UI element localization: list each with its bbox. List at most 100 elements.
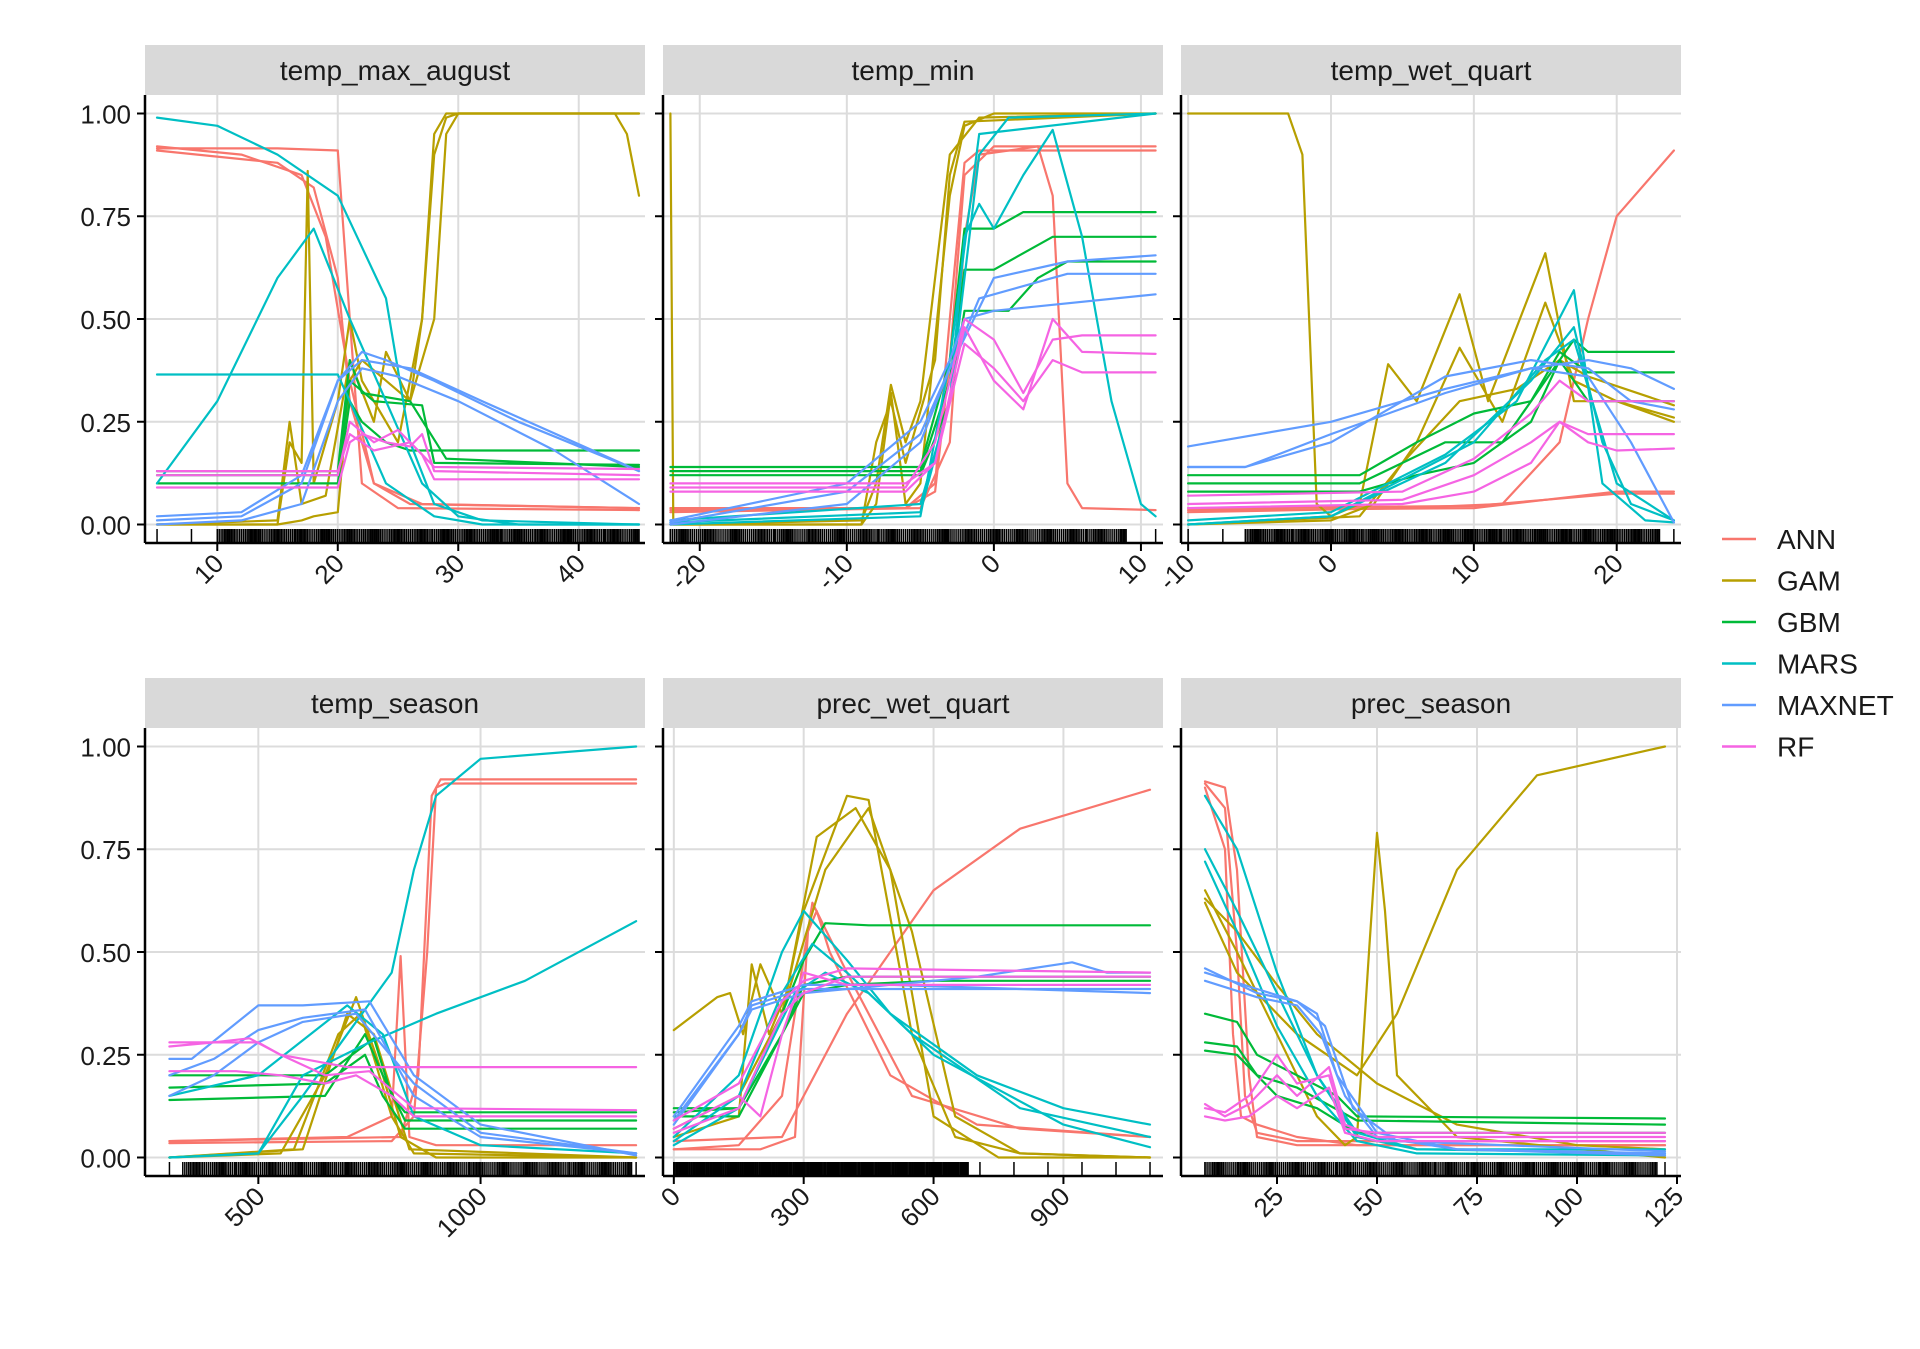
series-line-ann xyxy=(168,782,638,1145)
facet-title: temp_max_august xyxy=(280,55,511,86)
x-tick-label: 30 xyxy=(429,548,471,590)
series-line-rf xyxy=(168,1070,638,1118)
y-tick-label: 1.00 xyxy=(80,732,131,762)
series-group xyxy=(669,112,1157,526)
series-line-maxnet xyxy=(1187,367,1675,524)
rug xyxy=(156,529,640,543)
facet-title: temp_min xyxy=(852,55,975,86)
facet-panel-temp_wet_quart: temp_wet_quart -10 0 10 20 xyxy=(1153,45,1681,596)
facet-title: prec_season xyxy=(1351,688,1511,719)
legend-label-maxnet: MAXNET xyxy=(1777,690,1894,721)
x-tick-label: 10 xyxy=(1444,548,1486,590)
x-tick-label: 1000 xyxy=(431,1181,493,1243)
facet-panel-temp_max_august: temp_max_august 0.00 0.25 0.50 0.75 1.00 10 20 3… xyxy=(80,45,645,590)
legend-label-rf: RF xyxy=(1777,732,1814,763)
series-line-mars xyxy=(672,942,1152,1143)
facet-title: temp_wet_quart xyxy=(1331,55,1532,86)
x-tick-label: 20 xyxy=(308,548,350,590)
legend-label-gam: GAM xyxy=(1777,566,1841,597)
series-line-rf xyxy=(1203,1086,1667,1143)
series-group xyxy=(1203,745,1667,1159)
series-line-rf xyxy=(1187,379,1675,497)
series-line-gam xyxy=(1187,112,1675,518)
series-line-rf xyxy=(669,317,1157,493)
facet-strip xyxy=(663,678,1163,728)
series-line-rf xyxy=(669,317,1157,489)
facet-strip xyxy=(663,45,1163,95)
x-tick-label: 0 xyxy=(1312,548,1343,579)
series-line-gam xyxy=(168,1012,638,1159)
rug xyxy=(669,529,1157,543)
series-line-ann xyxy=(669,145,1157,514)
y-tick-label: 0.25 xyxy=(80,408,131,438)
x-tick-label: 10 xyxy=(1112,548,1154,590)
series-line-mars xyxy=(155,373,641,526)
series-line-mars xyxy=(168,745,638,1159)
series-line-rf xyxy=(1203,1066,1667,1139)
series-line-maxnet xyxy=(1203,967,1667,1157)
series-line-maxnet xyxy=(1187,359,1675,469)
series-line-mars xyxy=(669,112,1157,524)
series-line-mars xyxy=(168,1004,638,1155)
series-line-gbm xyxy=(1187,359,1675,493)
series-line-mars xyxy=(168,920,638,1159)
series-line-ann xyxy=(1187,149,1675,514)
x-tick-label: 20 xyxy=(1587,548,1629,590)
series-line-maxnet xyxy=(155,350,641,522)
series-line-gbm xyxy=(1203,1041,1667,1126)
series-line-maxnet xyxy=(155,359,641,518)
series-line-gbm xyxy=(669,211,1157,469)
series-line-mars xyxy=(1187,338,1675,526)
series-line-ann xyxy=(1187,492,1675,510)
x-tick-label: -10 xyxy=(1153,548,1201,596)
rug xyxy=(1204,1162,1666,1176)
series-line-maxnet xyxy=(672,983,1152,1122)
y-tick-label: 0.75 xyxy=(80,202,131,232)
facet-panel-prec_season: prec_season 25 50 75 100 125 xyxy=(1173,678,1689,1233)
y-tick-label: 0.50 xyxy=(80,305,131,335)
series-line-ann xyxy=(669,145,1157,512)
series-line-mars xyxy=(1203,860,1667,1157)
y-tick-label: 0.00 xyxy=(80,1144,131,1174)
series-group xyxy=(1187,112,1675,526)
series-line-gbm xyxy=(1187,350,1675,477)
series-line-rf xyxy=(155,433,641,473)
y-tick-label: 1.00 xyxy=(80,99,131,129)
series-line-mars xyxy=(1203,848,1667,1155)
series-line-gam xyxy=(1203,745,1667,1077)
x-tick-label: 125 xyxy=(1637,1181,1689,1233)
series-line-rf xyxy=(155,433,641,489)
x-tick-label: 10 xyxy=(188,548,230,590)
x-tick-label: 75 xyxy=(1448,1181,1490,1223)
series-group xyxy=(155,112,641,526)
series-line-rf xyxy=(1187,420,1675,510)
legend: ANN GAM GBM MARS MAXNET RF xyxy=(1722,524,1894,763)
x-tick-label: -20 xyxy=(664,548,712,596)
x-tick-label: 0 xyxy=(975,548,1006,579)
series-line-gbm xyxy=(1203,1012,1667,1120)
x-tick-label: 500 xyxy=(219,1181,271,1233)
series-line-gam xyxy=(1203,897,1667,1151)
series-line-rf xyxy=(672,971,1152,1130)
series-line-rf xyxy=(1187,420,1675,506)
facet-strip xyxy=(145,678,645,728)
facet-strip xyxy=(1181,678,1681,728)
x-tick-label: 100 xyxy=(1537,1181,1589,1233)
facet-panel-temp_min: temp_min -20 -10 0 10 xyxy=(655,45,1163,596)
series-group xyxy=(672,788,1152,1159)
series-line-gam xyxy=(672,807,1152,1159)
facet-title: prec_wet_quart xyxy=(816,688,1009,719)
series-line-gam xyxy=(1187,301,1675,526)
x-tick-label: 900 xyxy=(1024,1181,1076,1233)
x-tick-label: 0 xyxy=(655,1181,686,1212)
x-tick-label: 40 xyxy=(549,548,591,590)
legend-label-gbm: GBM xyxy=(1777,607,1841,638)
x-tick-label: -10 xyxy=(811,548,859,596)
series-line-gbm xyxy=(669,260,1157,477)
series-line-mars xyxy=(672,909,1152,1139)
rug xyxy=(1187,529,1675,543)
series-line-gbm xyxy=(168,1033,638,1122)
series-line-gam xyxy=(155,112,641,526)
